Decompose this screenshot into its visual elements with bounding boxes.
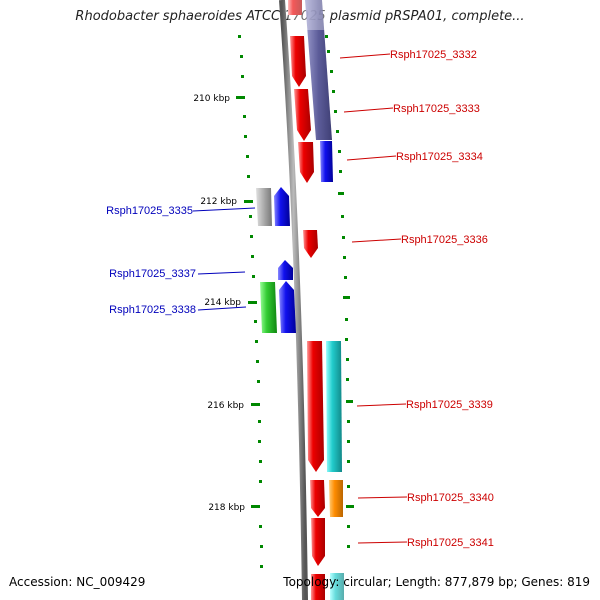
cyan-feature-3339 — [326, 341, 342, 472]
gene-arrow-3336 — [303, 230, 318, 258]
gene-arrow-3333 — [294, 89, 311, 141]
map-title: Rhodobacter sphaeroides ATCC 17025 plasm… — [75, 9, 525, 24]
gray-feature-3335 — [256, 188, 272, 226]
right-gene-labels: Rsph17025_3332 Rsph17025_3333 Rsph17025_… — [390, 49, 494, 549]
gene-label-3332[interactable]: Rsph17025_3332 — [390, 49, 477, 61]
scale-label-210: 210 kbp — [193, 94, 230, 104]
scale-label-212: 212 kbp — [200, 197, 237, 207]
gene-label-3341[interactable]: Rsph17025_3341 — [407, 537, 494, 549]
scale-ticks — [236, 96, 260, 508]
navy-band-track — [305, 0, 332, 140]
gene-label-3338[interactable]: Rsph17025_3338 — [109, 304, 196, 316]
inner-tick-dots — [238, 35, 263, 568]
gene-label-3340[interactable]: Rsph17025_3340 — [407, 492, 494, 504]
accession-text: Accession: NC_009429 — [9, 575, 146, 589]
gene-arrow-3339 — [307, 341, 324, 472]
scale-label-214: 214 kbp — [204, 298, 241, 308]
green-feature-3338 — [260, 282, 277, 333]
scale-label-218: 218 kbp — [208, 503, 245, 513]
blue-feature-3334 — [320, 141, 333, 182]
gene-arrow-3334 — [298, 142, 314, 183]
gene-arrow-3341 — [311, 518, 325, 566]
gene-arrow-3337 — [278, 260, 293, 280]
reverse-strand-genes — [256, 187, 296, 333]
gene-label-3336[interactable]: Rsph17025_3336 — [401, 234, 488, 246]
forward-strand-genes — [288, 0, 325, 600]
topology-summary-text: Topology: circular; Length: 877,879 bp; … — [283, 575, 590, 589]
gene-arrow-3338 — [279, 281, 296, 333]
gene-arrow-3332b — [290, 36, 306, 87]
scale-labels: 210 kbp 212 kbp 214 kbp 216 kbp 218 kbp — [193, 94, 245, 513]
outer-tick-dots — [325, 35, 354, 548]
gene-arrow-bottom — [311, 574, 325, 600]
genome-backbone — [279, 0, 308, 600]
gene-arrow-3332 — [288, 0, 302, 15]
gene-label-3333[interactable]: Rsph17025_3333 — [393, 103, 480, 115]
forward-feature-column — [288, 0, 344, 600]
top-white-faded — [288, 0, 330, 30]
gene-arrow-3335 — [274, 187, 290, 226]
orange-feature-3340 — [329, 480, 343, 517]
cyan-feature-bottom — [330, 573, 344, 600]
right-leader-lines — [339, 53, 408, 544]
gene-label-3337[interactable]: Rsph17025_3337 — [109, 268, 196, 280]
gene-label-3334[interactable]: Rsph17025_3334 — [396, 151, 483, 163]
left-gene-labels: Rsph17025_3335 Rsph17025_3337 Rsph17025_… — [106, 205, 196, 316]
gene-label-3335[interactable]: Rsph17025_3335 — [106, 205, 193, 217]
scale-label-216: 216 kbp — [207, 401, 244, 411]
left-leader-lines — [192, 207, 256, 311]
gene-arrow-3340 — [310, 480, 325, 517]
gene-label-3339[interactable]: Rsph17025_3339 — [406, 399, 493, 411]
